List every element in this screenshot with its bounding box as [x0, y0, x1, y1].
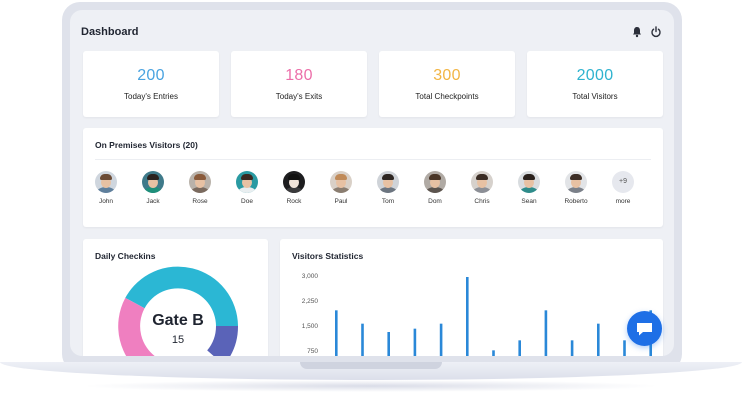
- visitors-bar: [387, 332, 390, 356]
- stat-value: 2000: [576, 67, 614, 84]
- visitors-bar: [361, 323, 364, 356]
- visitors-bar: [413, 328, 417, 356]
- avatar: [565, 171, 587, 193]
- donut-segment-teal: [125, 266, 238, 326]
- visitors-bar: [597, 323, 600, 356]
- laptop-frame: Dashboard 200 Today's Entries 180 Today'…: [62, 2, 682, 372]
- stat-card-visitors[interactable]: 2000 Total Visitors: [527, 51, 663, 117]
- y-tick-label: 1,500: [301, 323, 318, 330]
- more-badge: +9: [612, 171, 634, 193]
- visitors-bar: [544, 310, 548, 356]
- y-tick-label: 3,000: [301, 273, 318, 280]
- laptop-base: [0, 362, 742, 380]
- visitors-bar: [466, 277, 469, 356]
- visitor-doe[interactable]: Doe: [227, 171, 267, 205]
- avatar: [471, 171, 493, 193]
- visitor-jack[interactable]: Jack: [133, 171, 173, 205]
- daily-checkins-title: Daily Checkins: [95, 251, 156, 261]
- visitor-sean[interactable]: Sean: [509, 171, 549, 205]
- visitor-name: Jack: [146, 198, 160, 205]
- stat-card-exits[interactable]: 180 Today's Exits: [231, 51, 367, 117]
- visitor-roberto[interactable]: Roberto: [556, 171, 596, 205]
- avatar: [377, 171, 399, 193]
- on-premises-visitors-card: On Premises Visitors (20) John Jack Rose…: [83, 128, 663, 227]
- visitor-name: Doe: [241, 198, 253, 205]
- visitor-name: Rock: [286, 198, 302, 205]
- visitors-bar: [335, 310, 338, 356]
- visitor-rock[interactable]: Rock: [274, 171, 314, 205]
- avatar: [424, 171, 446, 193]
- stat-card-entries[interactable]: 200 Today's Entries: [83, 51, 219, 117]
- avatar: [142, 171, 164, 193]
- y-tick-label: 2,250: [301, 298, 318, 305]
- donut-segment-pink: [118, 297, 155, 356]
- chat-icon: [637, 323, 652, 336]
- visitors-bar-chart: [335, 277, 652, 356]
- visitor-john[interactable]: John: [86, 171, 126, 205]
- stat-label: Total Visitors: [572, 92, 618, 101]
- visitor-name: Dom: [428, 198, 442, 205]
- stat-label: Today's Exits: [275, 92, 323, 101]
- stat-label: Total Checkpoints: [415, 92, 479, 101]
- checkins-donut: [118, 266, 239, 356]
- stat-value: 200: [137, 67, 165, 84]
- visitor-chris[interactable]: Chris: [462, 171, 502, 205]
- more-visitors-button[interactable]: +9 more: [603, 171, 643, 205]
- power-icon[interactable]: [650, 25, 662, 38]
- header-actions: [631, 25, 662, 38]
- avatar: [518, 171, 540, 193]
- daily-checkins-card: Daily Checkins Gate B 15: [83, 239, 268, 356]
- visitors-bar: [439, 323, 443, 356]
- stat-card-checkpoints[interactable]: 300 Total Checkpoints: [379, 51, 515, 117]
- page-title: Dashboard: [81, 26, 139, 38]
- visitor-paul[interactable]: Paul: [321, 171, 361, 205]
- stat-value: 300: [433, 67, 461, 84]
- visitor-dom[interactable]: Dom: [415, 171, 455, 205]
- avatar: [189, 171, 211, 193]
- laptop-notch: [300, 362, 442, 369]
- visitors-statistics-title: Visitors Statistics: [292, 251, 364, 261]
- bell-icon[interactable]: [631, 25, 643, 38]
- chat-button[interactable]: [627, 311, 662, 346]
- visitor-name: Chris: [474, 198, 490, 205]
- avatar: [95, 171, 117, 193]
- visitor-name: Sean: [521, 198, 537, 205]
- visitor-tom[interactable]: Tom: [368, 171, 408, 205]
- gate-count: 15: [171, 334, 185, 346]
- avatar: [236, 171, 258, 193]
- divider: [95, 159, 651, 160]
- donut-segment-indigo: [207, 326, 239, 356]
- visitors-bar: [518, 340, 521, 356]
- stat-value: 180: [285, 67, 313, 84]
- visitor-name: John: [98, 198, 114, 205]
- avatar: [330, 171, 352, 193]
- gate-label: Gate B: [152, 312, 204, 329]
- visitors-card-title: On Premises Visitors (20): [95, 140, 198, 150]
- visitors-statistics-card: Visitors Statistics 3,000 2,250 1,500 75…: [280, 239, 663, 356]
- visitors-bar: [623, 340, 626, 356]
- avatar: [283, 171, 305, 193]
- visitor-name: Tom: [381, 198, 395, 205]
- visitor-name: Rose: [192, 198, 208, 205]
- laptop-shadow: [80, 380, 662, 392]
- more-label: more: [615, 198, 631, 205]
- dashboard-screen: Dashboard 200 Today's Entries 180 Today'…: [70, 10, 674, 356]
- visitor-name: Paul: [334, 198, 348, 205]
- visitor-rose[interactable]: Rose: [180, 171, 220, 205]
- visitors-bar: [570, 340, 574, 356]
- visitor-name: Roberto: [564, 198, 588, 205]
- visitors-bar: [492, 350, 495, 356]
- stat-label: Today's Entries: [124, 92, 178, 101]
- y-tick-label: 750: [307, 348, 318, 355]
